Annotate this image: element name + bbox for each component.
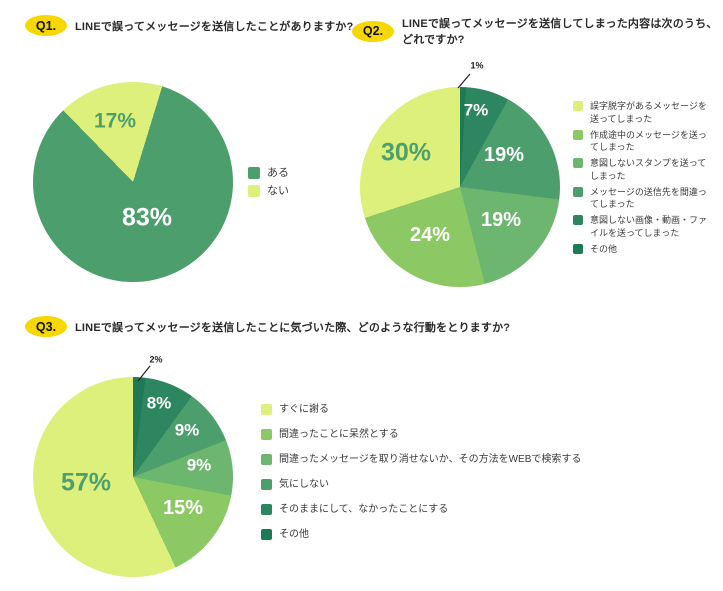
legend-label: 間違ったメッセージを取り消せないか、その方法をWEBで検索する: [279, 454, 582, 465]
q2-slice-label-30: 30%: [380, 138, 432, 167]
q3-pie-circle: [33, 377, 233, 577]
q1-header: Q1. LINEで誤ってメッセージを送信したことがありますか?: [25, 15, 353, 36]
q1-slice-label-17: 17%: [93, 109, 137, 133]
q3-slice-label-9-dontcare: 9%: [174, 420, 200, 440]
legend-swatch: [261, 454, 272, 465]
legend-swatch: [261, 529, 272, 540]
legend-swatch: [573, 158, 583, 168]
q2-slice-label-7: 7%: [463, 100, 489, 120]
legend-swatch: [261, 504, 272, 515]
legend-item: 気にしない: [261, 479, 581, 490]
q2-header: Q2. LINEで誤ってメッセージを送信してしまった内容は次のうち、どれですか?: [352, 15, 723, 47]
legend-item: ない: [248, 185, 289, 197]
legend-label: 誤字脱字があるメッセージを送ってしまった: [590, 101, 707, 124]
legend-item: 作成途中のメッセージを送ってしまった: [573, 129, 708, 154]
legend-item: ある: [248, 167, 289, 179]
q1-pie-chart: 83% 17%: [33, 82, 233, 282]
q1-legend: ある ない: [248, 167, 289, 197]
legend-item: 誤字脱字があるメッセージを送ってしまった: [573, 100, 708, 125]
legend-item: 間違ったことに呆然とする: [261, 429, 581, 440]
q2-slice-label-24: 24%: [409, 224, 451, 246]
legend-label: その他: [590, 243, 618, 254]
legend-label: 間違ったことに呆然とする: [279, 429, 399, 440]
legend-swatch: [248, 185, 260, 197]
q2-legend: 誤字脱字があるメッセージを送ってしまった 作成途中のメッセージを送ってしまった …: [573, 100, 708, 255]
q3-header: Q3. LINEで誤ってメッセージを送信したことに気づいた際、どのような行動をと…: [25, 316, 510, 337]
legend-swatch: [248, 167, 260, 179]
legend-item: その他: [573, 243, 708, 256]
legend-item: その他: [261, 529, 581, 540]
legend-label: 気にしない: [279, 479, 329, 490]
legend-swatch: [573, 186, 583, 197]
legend-swatch: [261, 429, 272, 440]
q1-pie-circle: [33, 82, 233, 282]
legend-swatch: [261, 479, 272, 490]
q3-slice-label-15: 15%: [162, 497, 204, 519]
legend-label: ない: [267, 185, 289, 197]
q1-question-title: LINEで誤ってメッセージを送信したことがありますか?: [75, 20, 354, 33]
q1-slice-label-83: 83%: [121, 203, 173, 232]
legend-swatch: [573, 101, 583, 111]
q2-slice-label-19-stamp: 19%: [480, 209, 522, 231]
legend-label: 意図しないスタンプを送ってしまった: [590, 158, 707, 181]
legend-swatch: [573, 243, 583, 254]
q3-slice-label-8: 8%: [146, 393, 172, 413]
legend-item: そのままにして、なかったことにする: [261, 504, 581, 515]
q3-pie-chart: 57% 15% 9% 9% 8% 2%: [33, 355, 233, 577]
q2-pie-chart: 30% 24% 19% 19% 7% 1%: [360, 61, 560, 287]
q3-legend: すぐに謝る 間違ったことに呆然とする 間違ったメッセージを取り消せないか、その方…: [261, 404, 581, 540]
legend-label: 作成途中のメッセージを送ってしまった: [590, 129, 707, 153]
q2-slice-label-19-recipient: 19%: [483, 144, 525, 166]
q3-slice-label-2: 2%: [149, 354, 163, 365]
q3-question-title: LINEで誤ってメッセージを送信したことに気づいた際、どのような行動をとりますか…: [75, 321, 511, 334]
q2-pie-circle: [360, 87, 560, 287]
legend-label: ある: [267, 167, 289, 179]
legend-label: そのままにして、なかったことにする: [279, 504, 449, 515]
legend-item: 間違ったメッセージを取り消せないか、その方法をWEBで検索する: [261, 454, 581, 465]
q1-badge: Q1.: [25, 15, 67, 36]
legend-label: 意図しない画像・動画・ファイルを送ってしまった: [590, 215, 708, 238]
legend-label: その他: [279, 529, 309, 540]
q2-slice-label-1: 1%: [470, 60, 484, 71]
legend-item: 意図しないスタンプを送ってしまった: [573, 157, 708, 182]
legend-swatch: [573, 129, 583, 140]
q3-slice-label-57: 57%: [60, 468, 112, 497]
q2-badge: Q2.: [352, 20, 394, 42]
q2-question-title: LINEで誤ってメッセージを送信してしまった内容は次のうち、どれですか?: [402, 18, 718, 46]
legend-label: すぐに謝る: [279, 404, 329, 415]
q3-badge: Q3.: [25, 316, 67, 337]
legend-label: メッセージの送信先を間違ってしまった: [590, 186, 707, 210]
legend-swatch: [573, 215, 583, 225]
q3-slice-label-9-web: 9%: [186, 455, 212, 475]
legend-item: すぐに謝る: [261, 404, 581, 415]
legend-swatch: [261, 404, 272, 415]
legend-item: 意図しない画像・動画・ファイルを送ってしまった: [573, 214, 708, 239]
legend-item: メッセージの送信先を間違ってしまった: [573, 186, 708, 211]
